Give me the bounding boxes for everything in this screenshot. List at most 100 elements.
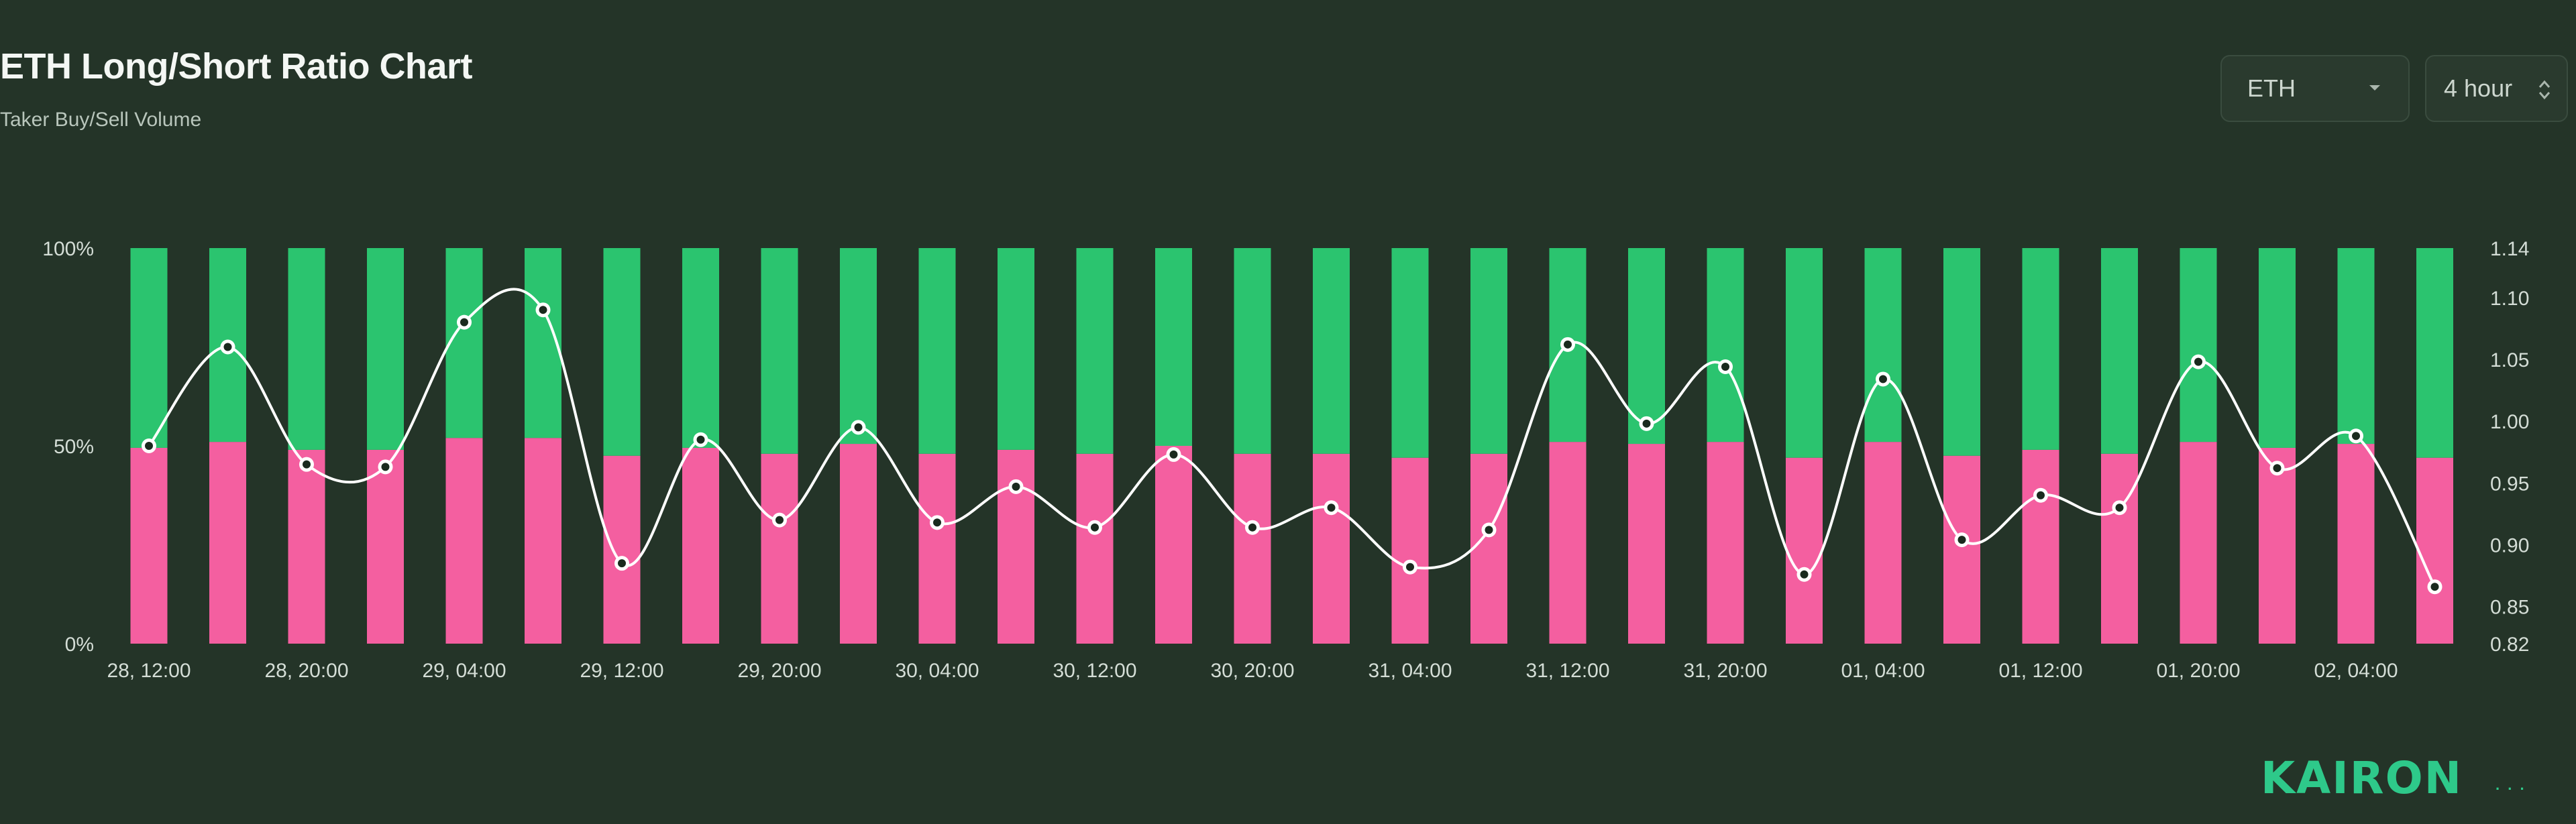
- buy-bar: [1864, 248, 1902, 443]
- y-right-tick-label: 1.10: [2490, 288, 2529, 310]
- y-right-tick-label: 0.82: [2490, 634, 2529, 656]
- sell-bar: [2259, 447, 2296, 644]
- y-right-tick-label: 1.00: [2490, 411, 2529, 433]
- ratio-point-center: [1406, 563, 1414, 571]
- ratio-point-center: [460, 318, 468, 327]
- sell-bar: [525, 438, 561, 644]
- buy-bar: [1391, 248, 1429, 458]
- ratio-point-center: [933, 518, 941, 527]
- x-tick-label: 30, 04:00: [895, 660, 979, 682]
- y-left-tick-label: 50%: [54, 436, 94, 458]
- symbol-select[interactable]: ETH: [2220, 55, 2410, 122]
- sell-bar: [2022, 449, 2059, 644]
- y-right-tick-label: 0.85: [2490, 597, 2529, 619]
- sell-bar: [288, 449, 325, 644]
- sell-bar: [682, 447, 719, 644]
- buy-bar: [2101, 248, 2138, 454]
- ratio-line: [148, 288, 2436, 588]
- buy-bar: [2259, 248, 2296, 448]
- ratio-point-center: [1642, 419, 1651, 428]
- brand-logo: KAIRON: [2261, 752, 2463, 804]
- ratio-point-center: [854, 423, 863, 432]
- buy-bar: [288, 248, 325, 450]
- ratio-point-center: [1800, 570, 1809, 579]
- x-tick-label: 01, 12:00: [1998, 660, 2082, 682]
- buy-bar: [445, 248, 483, 438]
- y-right-tick-label: 0.90: [2490, 535, 2529, 557]
- sell-bar: [2337, 444, 2375, 644]
- ratio-point-center: [381, 463, 390, 471]
- sell-bar: [998, 449, 1034, 644]
- sell-bar: [2101, 453, 2138, 644]
- x-tick-label: 01, 20:00: [2156, 660, 2240, 682]
- ratio-point-center: [2273, 464, 2282, 473]
- buy-bar: [1313, 248, 1350, 454]
- x-tick-label: 30, 20:00: [1210, 660, 1294, 682]
- sell-bar: [918, 453, 956, 644]
- sell-bar: [2180, 442, 2217, 644]
- sell-bar: [761, 453, 798, 644]
- updown-chevron-icon: [2538, 80, 2551, 100]
- sell-bar: [209, 442, 246, 644]
- buy-bar: [603, 248, 641, 456]
- ratio-point-center: [539, 306, 547, 314]
- ratio-point-center: [2037, 491, 2045, 499]
- ratio-point-center: [1721, 363, 1729, 371]
- ratio-point-center: [2430, 583, 2439, 591]
- buy-bar: [1628, 248, 1665, 445]
- interval-select-label: 4 hour: [2444, 74, 2513, 102]
- sell-bar: [445, 438, 483, 644]
- sell-bar: [1786, 457, 1823, 644]
- ratio-point-center: [1091, 523, 1099, 532]
- x-tick-label: 30, 12:00: [1053, 660, 1136, 682]
- buy-bar: [525, 248, 561, 438]
- y-left-tick-label: 0%: [65, 634, 94, 656]
- sell-bar: [130, 447, 168, 644]
- brand-logo-suffix: . . .: [2496, 776, 2526, 793]
- x-tick-label: 31, 12:00: [1525, 660, 1609, 682]
- ratio-point-center: [1485, 526, 1493, 534]
- y-right-tick-label: 1.05: [2490, 349, 2529, 371]
- ratio-point-center: [2115, 504, 2124, 512]
- buy-bar: [1470, 248, 1507, 454]
- ratio-point-center: [1564, 340, 1572, 349]
- x-tick-label: 31, 04:00: [1368, 660, 1452, 682]
- y-left-tick-label: 100%: [42, 238, 94, 260]
- y-right-tick-label: 0.95: [2490, 473, 2529, 495]
- buy-bar: [130, 248, 168, 448]
- interval-select[interactable]: 4 hour: [2425, 55, 2568, 122]
- sell-bar: [603, 455, 641, 644]
- buy-bar: [840, 248, 877, 445]
- x-tick-label: 28, 20:00: [264, 660, 348, 682]
- ratio-point-center: [1248, 523, 1256, 532]
- y-right-tick-label: 1.14: [2490, 238, 2529, 260]
- ratio-point-center: [1169, 450, 1178, 459]
- sell-bar: [1391, 457, 1429, 644]
- ratio-point-center: [2352, 432, 2360, 440]
- buy-bar: [1076, 248, 1114, 454]
- sell-bar: [840, 444, 877, 644]
- ratio-point-center: [303, 460, 311, 469]
- x-tick-label: 29, 04:00: [422, 660, 506, 682]
- sell-bar: [367, 449, 404, 644]
- x-tick-label: 29, 20:00: [737, 660, 821, 682]
- ratio-point-center: [1957, 536, 1966, 544]
- ratio-point-center: [2194, 357, 2202, 366]
- x-tick-label: 31, 20:00: [1683, 660, 1767, 682]
- buy-bar: [2022, 248, 2059, 450]
- sell-bar: [1234, 453, 1271, 644]
- sell-bar: [1943, 455, 1980, 644]
- buy-bar: [2337, 248, 2375, 445]
- x-tick-label: 01, 04:00: [1841, 660, 1925, 682]
- ratio-point-center: [223, 343, 232, 351]
- ratio-point-center: [1012, 482, 1020, 491]
- sell-bar: [1076, 453, 1114, 644]
- x-tick-label: 28, 12:00: [107, 660, 191, 682]
- ratio-point-center: [775, 516, 784, 524]
- chevron-down-icon: [2369, 85, 2380, 91]
- symbol-select-label: ETH: [2247, 74, 2296, 102]
- buy-bar: [918, 248, 956, 454]
- ratio-point-center: [696, 435, 705, 444]
- buy-bar: [2416, 248, 2453, 458]
- buy-bar: [761, 248, 798, 454]
